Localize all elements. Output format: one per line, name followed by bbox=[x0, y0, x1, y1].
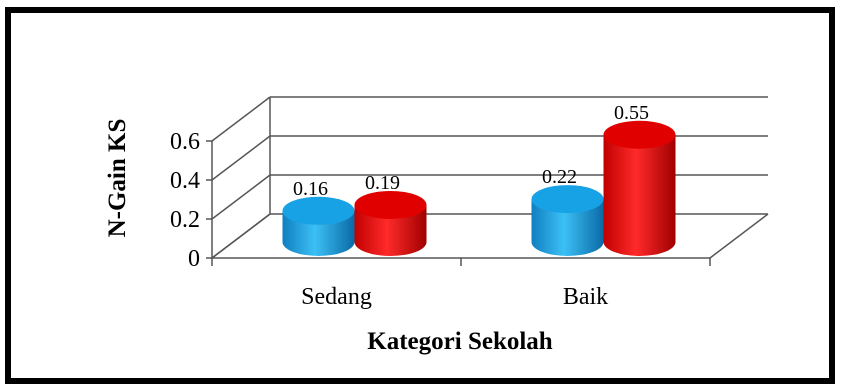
cylinder-top bbox=[282, 196, 355, 225]
x-category-label: Sedang bbox=[301, 284, 372, 310]
bar-blue-sedang bbox=[282, 196, 355, 256]
gridline-side bbox=[211, 135, 271, 181]
y-tick-label: 0 bbox=[188, 246, 200, 272]
data-label: 0.19 bbox=[365, 172, 400, 194]
bar-red-sedang bbox=[354, 190, 427, 256]
data-label: 0.55 bbox=[614, 102, 649, 124]
cylinder-top bbox=[531, 185, 604, 214]
x-axis-title: Kategori Sekolah bbox=[367, 328, 553, 355]
bar-red-baik bbox=[603, 120, 676, 256]
cylinder-top bbox=[354, 190, 427, 219]
y-tick-label: 0.4 bbox=[170, 168, 200, 194]
chart-frame bbox=[5, 7, 835, 384]
chart-bars bbox=[282, 120, 676, 256]
gridline-side bbox=[211, 174, 271, 220]
x-category-label: Baik bbox=[563, 284, 608, 310]
cylinder-top bbox=[603, 120, 676, 149]
data-label: 0.16 bbox=[293, 178, 328, 200]
gridline-side bbox=[211, 213, 271, 259]
y-tick-label: 0.6 bbox=[170, 129, 200, 155]
cylinder-body bbox=[531, 199, 604, 256]
chart-walls bbox=[206, 96, 769, 266]
y-axis-title: N-Gain KS bbox=[104, 119, 131, 238]
gridline-side bbox=[211, 96, 271, 142]
data-label: 0.22 bbox=[542, 166, 577, 188]
cylinder-body bbox=[603, 134, 676, 256]
floor-right-edge bbox=[709, 213, 769, 259]
bar-blue-baik bbox=[531, 185, 604, 256]
y-tick-label: 0.2 bbox=[170, 207, 200, 233]
cylinder-body bbox=[354, 204, 427, 256]
chart-labels: 0 0.2 0.4 0.6 Sedang Baik 0.16 0.19 0.22 0.55 bbox=[170, 102, 649, 310]
